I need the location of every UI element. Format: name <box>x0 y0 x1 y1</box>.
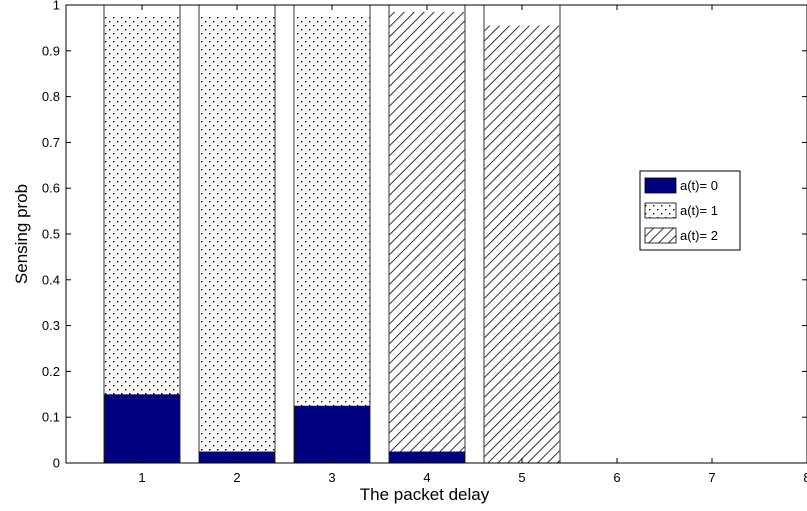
y-tick-label: 0.5 <box>42 227 60 242</box>
legend-label-1: a(t)= 1 <box>680 203 718 218</box>
bar-segment-5-series-2 <box>484 25 560 464</box>
bar-segment-1-series-1 <box>104 16 180 395</box>
y-tick-label: 0.8 <box>42 89 60 104</box>
x-tick-label: 3 <box>328 470 335 485</box>
legend-label-2: a(t)= 2 <box>680 228 718 243</box>
legend-swatch-0 <box>644 177 677 194</box>
y-tick-label: 0.3 <box>42 318 60 333</box>
bar-segment-3-series-1 <box>294 16 370 406</box>
y-tick-label: 0.4 <box>42 272 60 287</box>
x-tick-label: 4 <box>423 470 430 485</box>
bar-segment-2-series-1 <box>199 16 275 452</box>
axes: 0 0.1 0.2 0.3 0.4 0.5 0.6 0.7 0.8 0.9 1 1 2 3 4 5 6 7 8 <box>42 0 807 485</box>
x-tick-label: 5 <box>518 470 525 485</box>
y-tick-label: 0.2 <box>42 364 60 379</box>
x-tick-label: 6 <box>613 470 620 485</box>
bars <box>103 4 561 464</box>
x-tick-label: 2 <box>233 470 240 485</box>
x-tick-label: 7 <box>708 470 715 485</box>
legend: a(t)= 0 a(t)= 1 a(t)= 2 <box>639 170 741 251</box>
bar-segment-4-series-2 <box>389 11 465 452</box>
y-tick-label: 0.9 <box>42 43 60 58</box>
y-tick-label: 1 <box>53 0 60 13</box>
x-tick-label: 1 <box>138 470 145 485</box>
y-tick-label: 0.1 <box>42 410 60 425</box>
y-axis-title: Sensing prob <box>12 184 31 284</box>
y-tick-label: 0 <box>53 456 60 471</box>
legend-swatch-1 <box>644 202 677 219</box>
legend-label-0: a(t)= 0 <box>680 178 718 193</box>
y-tick-label: 0.6 <box>42 181 60 196</box>
legend-swatch-2 <box>644 227 677 244</box>
y-tick-label: 0.7 <box>42 135 60 150</box>
bar-segment-3-series-0 <box>294 405 370 464</box>
x-axis-title: The packet delay <box>360 485 490 504</box>
bar-segment-1-series-0 <box>104 393 180 464</box>
x-tick-label: 8 <box>803 470 807 485</box>
